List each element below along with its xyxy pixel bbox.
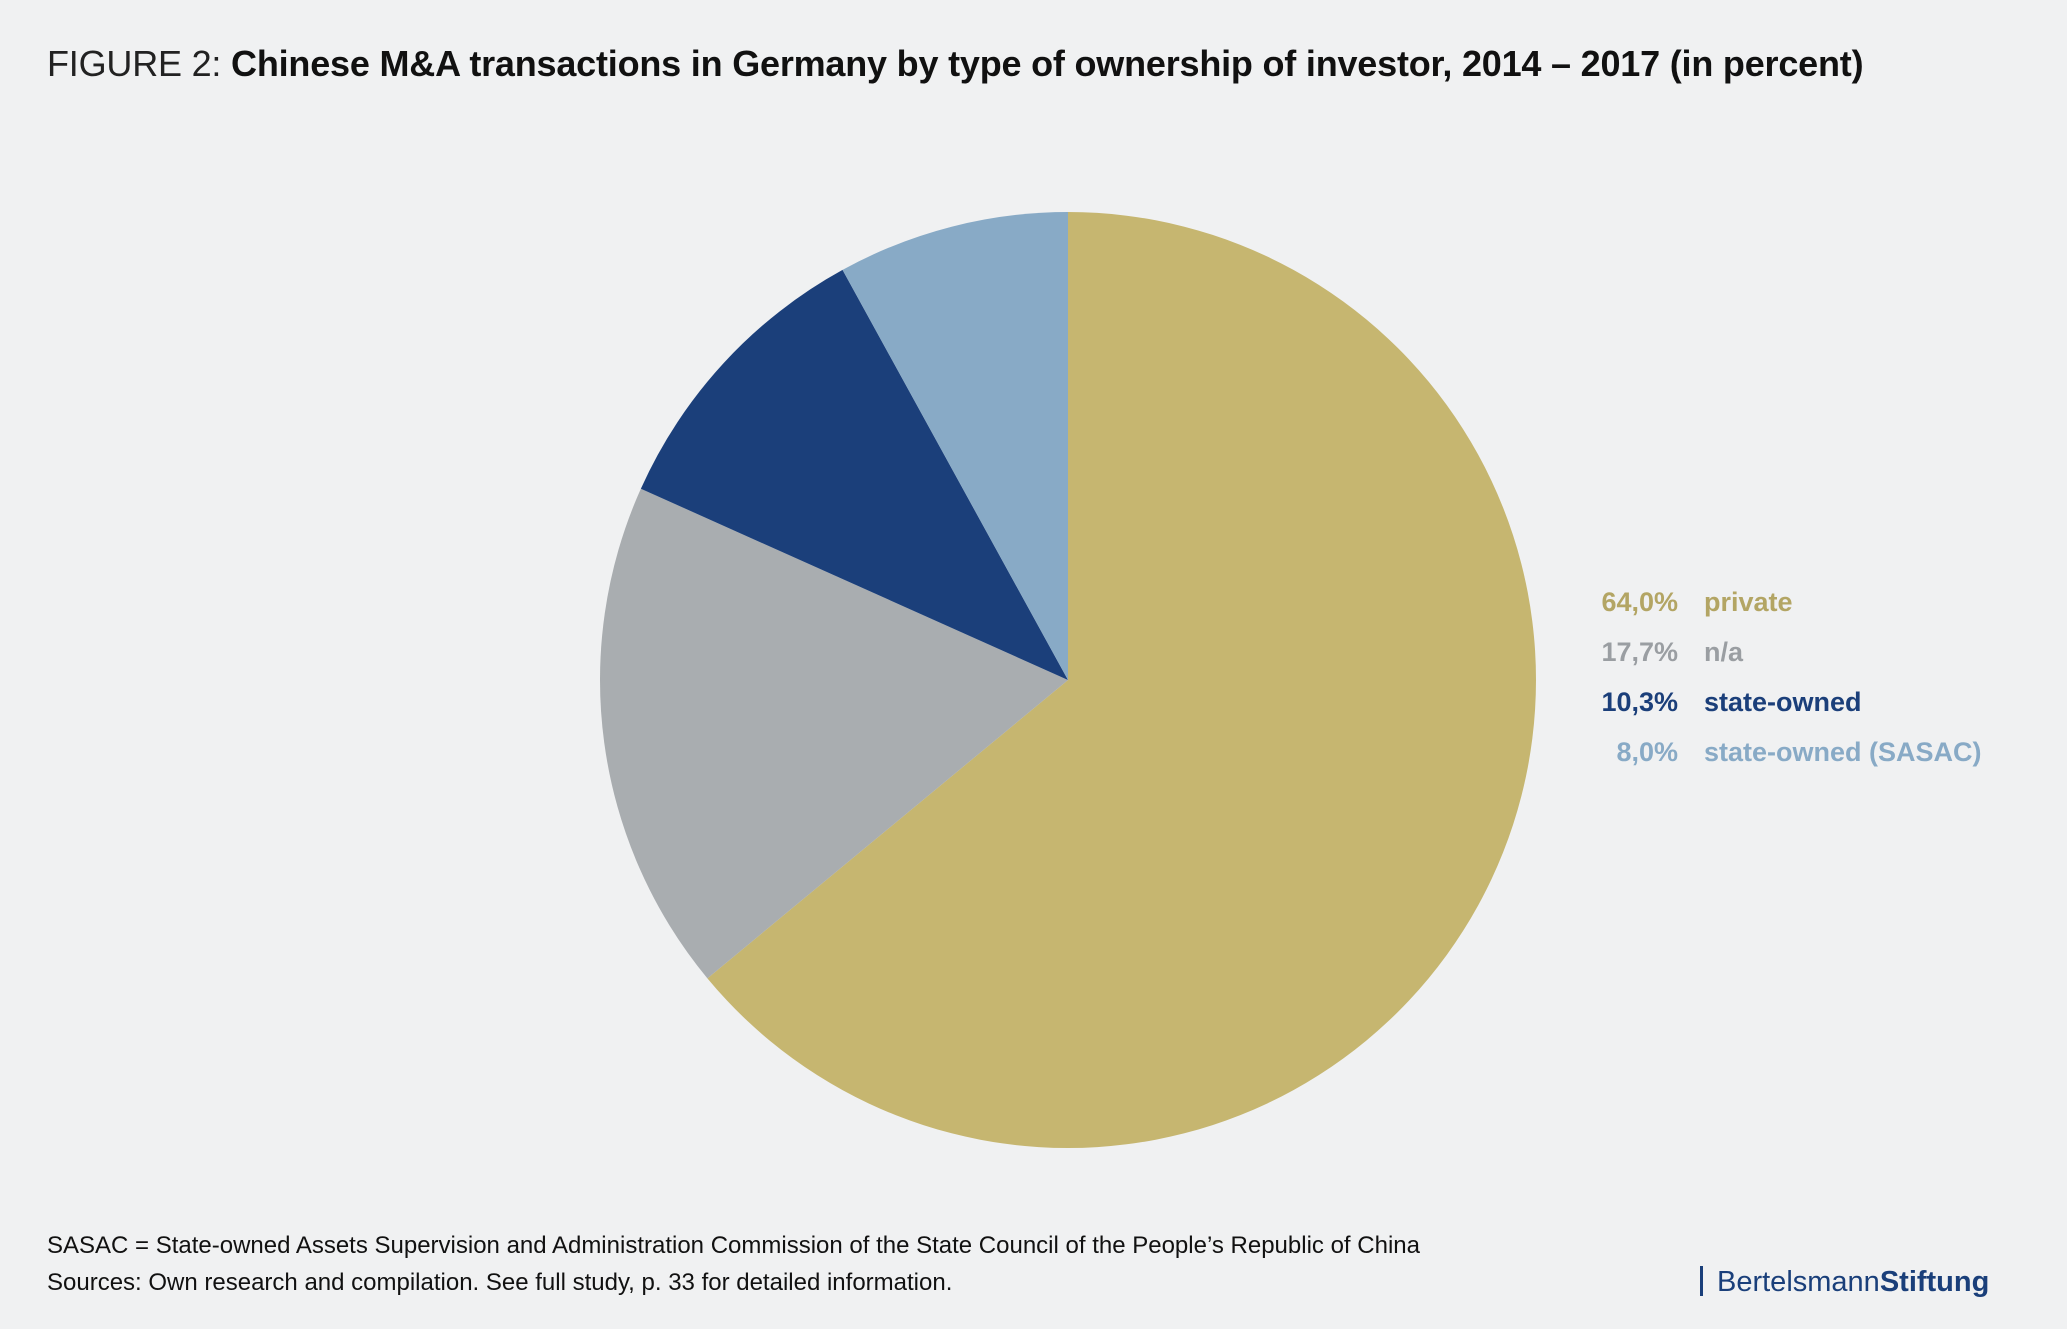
legend-item-state-owned: 10,3% state-owned — [1550, 682, 1982, 732]
footnote-sources: Sources: Own research and compilation. S… — [47, 1269, 953, 1296]
logo-text-regular: Bertelsmann — [1717, 1266, 1880, 1298]
legend-value-na: 17,7% — [1601, 637, 1678, 667]
legend-label-state-owned-sasac: state-owned (SASAC) — [1704, 737, 1982, 767]
legend-value-state-owned: 10,3% — [1601, 687, 1678, 717]
legend-item-na: 17,7% n/a — [1550, 632, 1982, 682]
pie-slice-state-owned-sasac — [842, 212, 1068, 680]
chart-title: FIGURE 2: Chinese M&A transactions in Ge… — [47, 40, 1864, 88]
pie-slice-private — [707, 212, 1536, 1148]
bertelsmann-stiftung-logo: BertelsmannStiftung — [1700, 1264, 1989, 1300]
legend-label-state-owned: state-owned — [1704, 687, 1862, 717]
logo-bar — [1700, 1266, 1703, 1296]
legend-value-private: 64,0% — [1601, 587, 1678, 617]
figure-number: FIGURE 2: — [47, 43, 232, 84]
legend-item-private: 64,0% private — [1550, 582, 1982, 632]
pie-slice-state-owned — [640, 269, 1068, 680]
legend-item-state-owned-sasac: 8,0% state-owned (SASAC) — [1550, 732, 1982, 782]
figure-title: Chinese M&A transactions in Germany by t… — [231, 43, 1864, 84]
legend-label-na: n/a — [1704, 637, 1744, 667]
legend-label-private: private — [1704, 587, 1793, 617]
logo-text-bold: Stiftung — [1879, 1266, 1990, 1298]
footnote-sasac: SASAC = State-owned Assets Supervision a… — [47, 1232, 1420, 1259]
legend-value-state-owned-sasac: 8,0% — [1616, 737, 1678, 767]
legend: 64,0% private 17,7% n/a 10,3% state-owne… — [1550, 582, 1982, 782]
pie-slice-n-a — [600, 488, 1068, 979]
